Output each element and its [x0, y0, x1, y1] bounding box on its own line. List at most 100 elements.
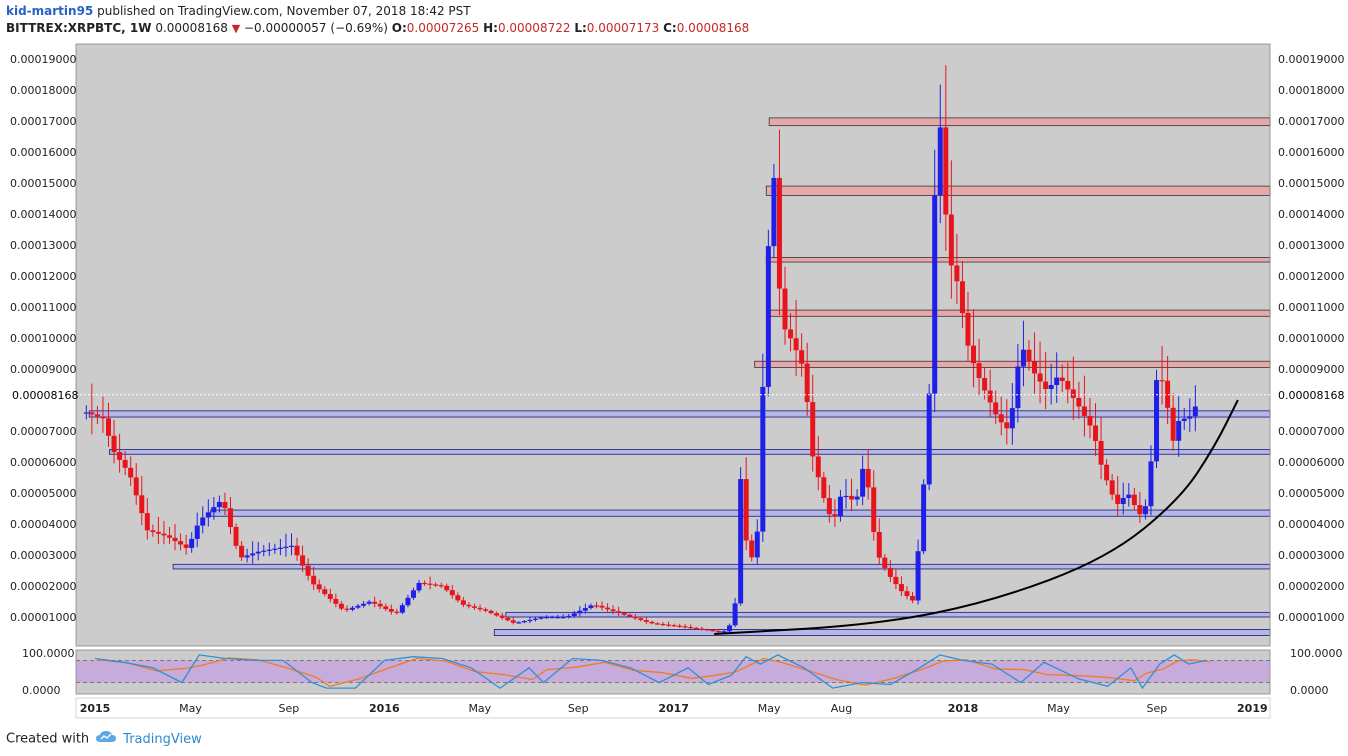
candle-down — [1137, 505, 1143, 515]
candle-up — [738, 479, 744, 604]
candle-up — [577, 610, 583, 614]
y-tick-label-right: 0.00001000 — [1278, 611, 1344, 624]
stoch-tick-label-right: 100.0000 — [1290, 647, 1343, 660]
candle-down — [660, 623, 666, 626]
y-tick-label-left: 0.00005000 — [10, 487, 76, 500]
y-tick-label-left: 0.00002000 — [10, 580, 76, 593]
candle-down — [483, 609, 489, 611]
candle-down — [94, 414, 100, 417]
candle-down — [460, 600, 466, 605]
candle-up — [837, 496, 843, 517]
y-tick-label-right: 0.00002000 — [1278, 580, 1344, 593]
candle-down — [449, 590, 455, 596]
candle-up — [83, 412, 89, 414]
candle-down — [122, 459, 128, 468]
candle-up — [582, 608, 588, 611]
candle-down — [510, 620, 516, 623]
y-tick-label-left: 0.00015000 — [10, 177, 76, 190]
author-link[interactable]: kid-martin95 — [6, 4, 94, 18]
support-zone — [505, 611, 1271, 618]
y-tick-label-left: 0.00010000 — [10, 332, 76, 345]
y-tick-label-left: 0.00014000 — [10, 208, 76, 221]
candle-up — [926, 393, 932, 485]
candle-down — [882, 557, 888, 569]
candle-down — [1104, 464, 1110, 481]
candle-down — [810, 402, 816, 457]
candle-up — [516, 622, 522, 624]
candle-up — [771, 177, 777, 247]
candle-down — [876, 531, 882, 558]
candle-up — [399, 605, 405, 613]
candle-up — [1048, 385, 1054, 389]
candle-down — [427, 583, 433, 585]
x-tick-label: Sep — [1146, 702, 1167, 715]
open-label: O: — [391, 21, 407, 35]
candle-up — [555, 617, 561, 619]
candle-down — [316, 584, 322, 590]
candle-down — [1059, 377, 1065, 381]
candle-up — [1126, 494, 1132, 499]
x-tick-label: Sep — [568, 702, 589, 715]
candle-down — [849, 495, 855, 500]
stoch-d-line — [98, 657, 1210, 687]
candle-down — [749, 540, 755, 558]
candle-down — [488, 610, 494, 614]
candle-down — [715, 630, 721, 633]
candle-up — [549, 617, 555, 619]
time-axis-strip — [75, 697, 1271, 719]
candle-up — [843, 495, 849, 498]
candle-down — [161, 533, 167, 536]
candle-down — [898, 584, 904, 592]
candle-up — [937, 127, 943, 196]
candle-down — [128, 467, 134, 478]
plot-frame — [75, 43, 1271, 647]
candle-up — [1009, 408, 1015, 429]
candle-down — [638, 618, 644, 621]
y-tick-label-right: 0.00006000 — [1278, 456, 1344, 469]
candle-down — [155, 531, 161, 534]
candle-down — [993, 402, 999, 415]
y-tick-label-left: 0.00003000 — [10, 549, 76, 562]
y-tick-label-left: 0.00011000 — [10, 301, 76, 314]
last-price: 0.00008168 — [155, 21, 228, 35]
candle-down — [893, 576, 899, 585]
candle-down — [117, 452, 123, 460]
candle-down — [1032, 361, 1038, 374]
candle-up — [532, 618, 538, 620]
plot-area[interactable] — [76, 44, 1270, 646]
candle-down — [804, 363, 810, 403]
candle-up — [588, 605, 594, 609]
y-tick-label-left: 0.00017000 — [10, 115, 76, 128]
candle-down — [627, 614, 633, 617]
candle-down — [422, 582, 428, 585]
candle-up — [921, 484, 927, 552]
candle-down — [616, 611, 622, 613]
y-tick-label-left: 0.00016000 — [10, 146, 76, 159]
candle-down — [1070, 389, 1076, 398]
candle-down — [505, 617, 511, 621]
candle-down — [632, 616, 638, 619]
candle-down — [699, 628, 705, 630]
candle-down — [904, 591, 910, 597]
candle-down — [438, 585, 444, 587]
candle-up — [1120, 498, 1126, 504]
candle-up — [205, 512, 211, 518]
x-tick-label: Sep — [278, 702, 299, 715]
tradingview-link[interactable]: TradingView — [123, 731, 202, 747]
candle-down — [111, 435, 117, 453]
candle-up — [765, 246, 771, 387]
candle-down — [150, 530, 156, 532]
y-tick-label-left: 0.00007000 — [10, 425, 76, 438]
candle-down — [1065, 380, 1071, 390]
x-tick-label: May — [1047, 702, 1070, 715]
close-value: 0.00008168 — [676, 21, 750, 35]
candle-down — [649, 621, 655, 624]
candle-up — [272, 548, 278, 550]
candle-down — [394, 611, 400, 613]
candle-up — [216, 501, 222, 508]
candle-down — [133, 477, 139, 496]
candle-down — [1170, 407, 1176, 441]
candle-down — [943, 127, 949, 215]
candle-down — [910, 596, 916, 601]
